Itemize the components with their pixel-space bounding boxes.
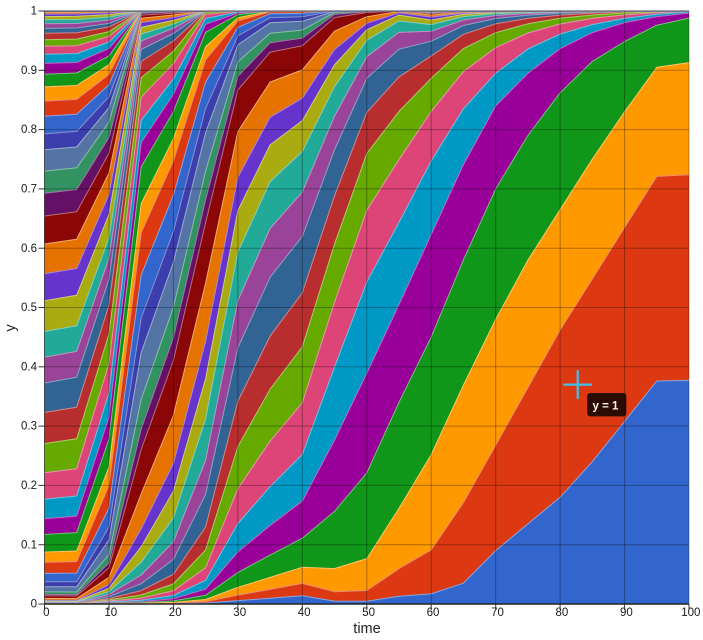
svg-text:0.2: 0.2 xyxy=(21,480,37,492)
svg-text:0.6: 0.6 xyxy=(21,243,37,255)
svg-text:1: 1 xyxy=(31,6,37,18)
svg-text:0: 0 xyxy=(31,599,37,611)
svg-text:0.7: 0.7 xyxy=(21,184,37,196)
svg-text:60: 60 xyxy=(427,607,440,619)
svg-text:20: 20 xyxy=(169,607,182,619)
svg-text:0.3: 0.3 xyxy=(21,421,37,433)
svg-text:10: 10 xyxy=(104,607,117,619)
svg-text:time: time xyxy=(353,621,380,637)
svg-text:70: 70 xyxy=(491,607,504,619)
svg-text:0.4: 0.4 xyxy=(21,361,38,373)
svg-text:0.5: 0.5 xyxy=(21,302,37,314)
svg-text:90: 90 xyxy=(620,607,633,619)
svg-text:100: 100 xyxy=(681,607,700,619)
svg-text:0.9: 0.9 xyxy=(21,65,37,77)
svg-text:40: 40 xyxy=(298,607,311,619)
svg-text:50: 50 xyxy=(362,607,375,619)
svg-text:0: 0 xyxy=(43,607,49,619)
svg-text:80: 80 xyxy=(556,607,569,619)
svg-text:y = 1: y = 1 xyxy=(593,401,620,413)
svg-text:y: y xyxy=(3,324,19,332)
svg-text:0.8: 0.8 xyxy=(21,124,37,136)
svg-text:0.1: 0.1 xyxy=(21,539,37,551)
svg-text:30: 30 xyxy=(233,607,246,619)
